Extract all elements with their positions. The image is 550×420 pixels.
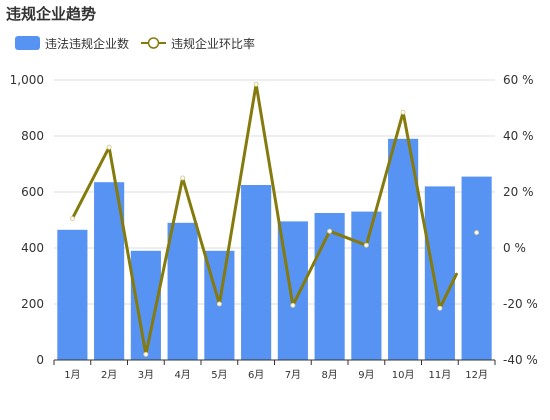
bar (461, 176, 492, 360)
bar (167, 222, 198, 360)
y-left-tick-label: 0 (36, 353, 44, 367)
series-line-partial (438, 272, 458, 310)
line-point (106, 144, 112, 150)
x-tick-label: 12月 (465, 369, 488, 381)
line-point (437, 305, 443, 311)
bar (388, 138, 419, 360)
y-right-tick-label: 20 % (503, 185, 534, 199)
y-right-tick-label: -40 % (503, 353, 538, 367)
x-tick-label: 10月 (392, 369, 415, 381)
x-tick-label: 3月 (138, 369, 154, 381)
x-tick-label: 2月 (101, 369, 117, 381)
x-tick-label: 11月 (429, 369, 452, 381)
legend-item-bar-series[interactable]: 违法违规企业数 (15, 35, 129, 52)
legend-line-label: 违规企业环比率 (171, 36, 256, 51)
line-point (327, 228, 333, 234)
label-layer: 0 200 400 600 800 1,000 -40 % -20 % 0 % 20 % 40 % 6… (10, 73, 538, 381)
y-left-tick-label: 1,000 (10, 73, 44, 87)
y-left-tick-label: 400 (21, 241, 44, 255)
chart-title: 违规企业趋势 (6, 5, 97, 23)
y-right-tick-label: 0 % (503, 241, 526, 255)
line-point (474, 230, 480, 236)
bar (241, 185, 272, 360)
bar (57, 229, 88, 360)
y-left-tick-label: 200 (21, 297, 44, 311)
x-tick-label: 6月 (248, 369, 264, 381)
x-tick-label: 5月 (211, 369, 227, 381)
bar (424, 186, 455, 360)
y-right-tick-label: 40 % (503, 129, 534, 143)
legend-line-swatch (141, 37, 167, 49)
y-left-tick-label: 800 (21, 129, 44, 143)
legend: 违法违规企业数 违规企业环比率 (15, 34, 267, 52)
bar (351, 211, 382, 360)
legend-item-line-series[interactable]: 违规企业环比率 (141, 35, 255, 52)
x-tick-label: 4月 (174, 369, 190, 381)
x-tick-label: 7月 (285, 369, 301, 381)
y-right-tick-label: -20 % (503, 297, 538, 311)
legend-bar-swatch (15, 36, 40, 50)
bar (314, 213, 345, 360)
y-left-tick-label: 600 (21, 185, 44, 199)
bar-layer (57, 138, 492, 360)
line-point (69, 216, 75, 222)
legend-bar-label: 违法违规企业数 (45, 36, 130, 51)
line-point (216, 301, 222, 307)
line-point (253, 81, 259, 87)
x-tick-label: 1月 (64, 369, 80, 381)
x-tick-label: 8月 (321, 369, 337, 381)
line-layer (69, 81, 480, 357)
y-right-tick-label: 60 % (503, 73, 534, 87)
line-point (400, 109, 406, 115)
axis-layer (53, 359, 496, 365)
line-point (363, 242, 369, 248)
line-point (290, 302, 296, 308)
line-point (180, 175, 186, 181)
x-tick-label: 9月 (358, 369, 374, 381)
line-point (143, 351, 149, 357)
